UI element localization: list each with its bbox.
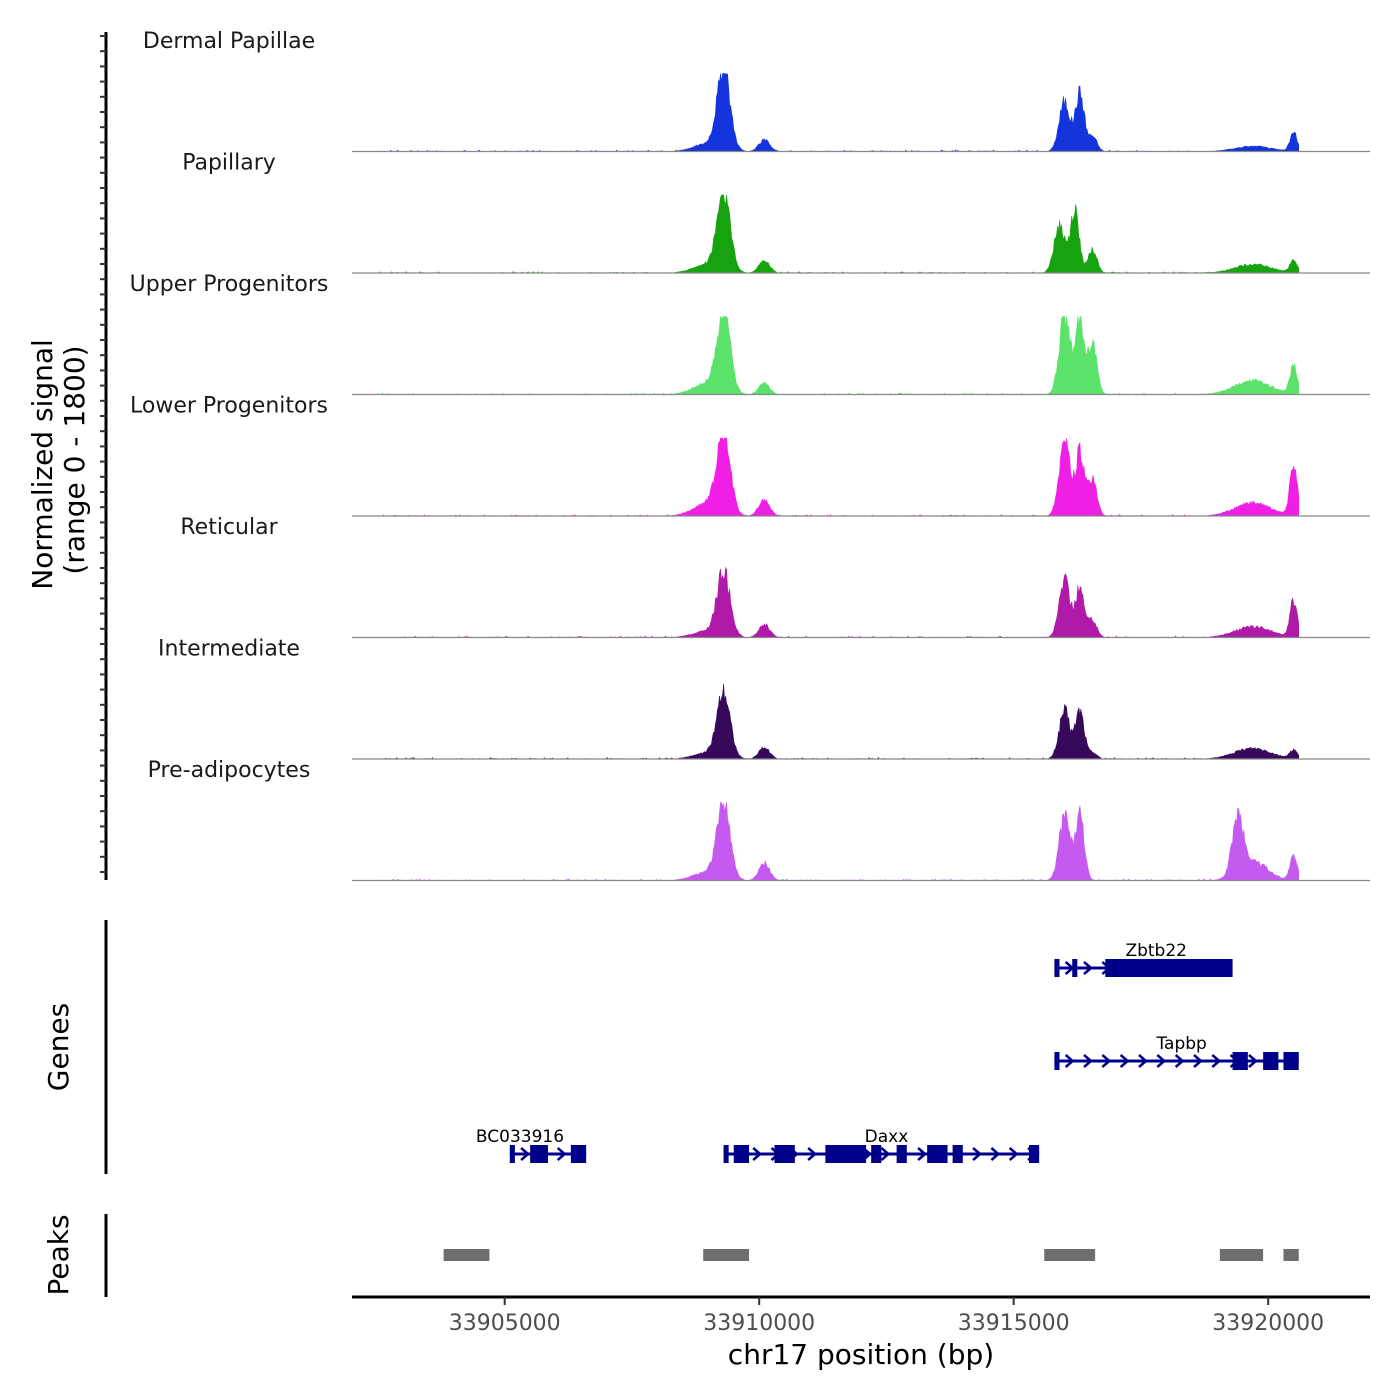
gene-model: Daxx (723, 1127, 1040, 1163)
coverage-area (377, 802, 1299, 881)
coverage-track: Intermediate (158, 636, 1370, 760)
strand-arrow (1064, 1054, 1075, 1068)
gene-exon (733, 1145, 750, 1163)
gene-exon (509, 1145, 515, 1163)
strand-arrow (752, 1147, 763, 1161)
peak-region (1283, 1249, 1299, 1261)
gene-label: Tapbp (1155, 1034, 1206, 1054)
x-axis-title: chr17 position (bp) (728, 1338, 994, 1371)
track-label: Upper Progenitors (130, 272, 329, 297)
gene-label: Daxx (865, 1127, 909, 1147)
gene-exon (1105, 959, 1233, 977)
gene-exon (530, 1145, 548, 1163)
gene-model: Tapbp (1054, 1034, 1299, 1070)
coverage-track: Dermal Papillae (143, 29, 1370, 153)
coverage-area (377, 73, 1299, 152)
peak-region (443, 1249, 490, 1261)
gene-label: BC033916 (476, 1127, 564, 1147)
coverage-tracks: Dermal Papillae Papillary Upper Progenitor… (130, 29, 1370, 882)
gene-exon (1028, 1145, 1040, 1163)
strand-arrow (1119, 1054, 1130, 1068)
coverage-area (377, 566, 1299, 638)
gene-exon (723, 1145, 729, 1163)
coverage-area (377, 194, 1299, 274)
strand-arrow (1008, 1147, 1019, 1161)
strand-arrow (1248, 1054, 1258, 1068)
coverage-area (377, 437, 1299, 517)
x-axis-ticks: 33905000 33910000 33915000 33920000 (449, 1297, 1324, 1336)
gene-exon (570, 1145, 587, 1163)
strand-arrow (556, 1147, 567, 1161)
strand-arrow (1138, 1054, 1148, 1068)
coverage-y-ticks (100, 35, 106, 873)
track-label: Pre-adipocytes (148, 758, 311, 783)
coverage-track: Lower Progenitors (130, 393, 1370, 517)
gene-exon (896, 1145, 907, 1163)
strand-arrow (1083, 961, 1093, 975)
y-axis-title: Normalized signal (range 0 - 1800) (26, 330, 91, 589)
x-tick-label: 33915000 (958, 1311, 1070, 1336)
gene-exon (871, 1145, 882, 1163)
coverage-area (377, 683, 1299, 760)
track-label: Dermal Papillae (143, 29, 315, 54)
gene-exon (1263, 1052, 1279, 1070)
track-label: Reticular (180, 515, 278, 540)
x-tick-label: 33920000 (1212, 1311, 1324, 1336)
gene-exon (1232, 1052, 1248, 1070)
peak-region (703, 1249, 750, 1261)
strand-arrow (880, 1147, 891, 1161)
gene-exon (774, 1145, 795, 1163)
coverage-track: Pre-adipocytes (148, 758, 1370, 882)
strand-arrow (1083, 1054, 1093, 1068)
gene-model: BC033916 (476, 1127, 587, 1163)
track-label: Intermediate (158, 636, 300, 661)
strand-arrow (520, 1147, 530, 1161)
strand-arrow (1174, 1054, 1185, 1068)
genes-track: Zbtb22 Tapbp BC033916 Daxx (476, 941, 1299, 1163)
strand-arrow (917, 1147, 928, 1161)
strand-arrow (1101, 1054, 1112, 1068)
gene-exon (1283, 1052, 1299, 1070)
gene-label: Zbtb22 (1125, 941, 1187, 961)
x-tick-label: 33910000 (703, 1311, 815, 1336)
y-axis-title-line1: Normalized signal (26, 339, 59, 590)
peak-region (1044, 1249, 1096, 1261)
strand-arrow (990, 1147, 1001, 1161)
gene-exon (952, 1145, 963, 1163)
gene-exon (927, 1145, 948, 1163)
track-label: Papillary (182, 150, 276, 175)
coverage-area (377, 315, 1299, 395)
x-tick-label: 33905000 (449, 1311, 561, 1336)
track-label: Lower Progenitors (130, 393, 328, 418)
peaks-track (443, 1249, 1299, 1261)
peak-region (1219, 1249, 1264, 1261)
genes-track-label: Genes (42, 1003, 75, 1091)
strand-arrow (807, 1147, 818, 1161)
coverage-track: Reticular (180, 515, 1370, 639)
strand-arrow (1193, 1054, 1203, 1068)
coverage-track: Papillary (182, 150, 1370, 274)
gene-exon (825, 1145, 867, 1163)
gene-exon (1054, 959, 1060, 977)
coverage-track: Upper Progenitors (130, 272, 1370, 396)
strand-arrow (1211, 1054, 1222, 1068)
strand-arrow (972, 1147, 982, 1161)
peaks-track-label: Peaks (42, 1214, 75, 1295)
strand-arrow (1156, 1054, 1167, 1068)
gene-model: Zbtb22 (1054, 941, 1233, 977)
gene-exon (1072, 959, 1078, 977)
gene-exon (1054, 1052, 1060, 1070)
y-axis-title-line2: (range 0 - 1800) (58, 345, 91, 574)
